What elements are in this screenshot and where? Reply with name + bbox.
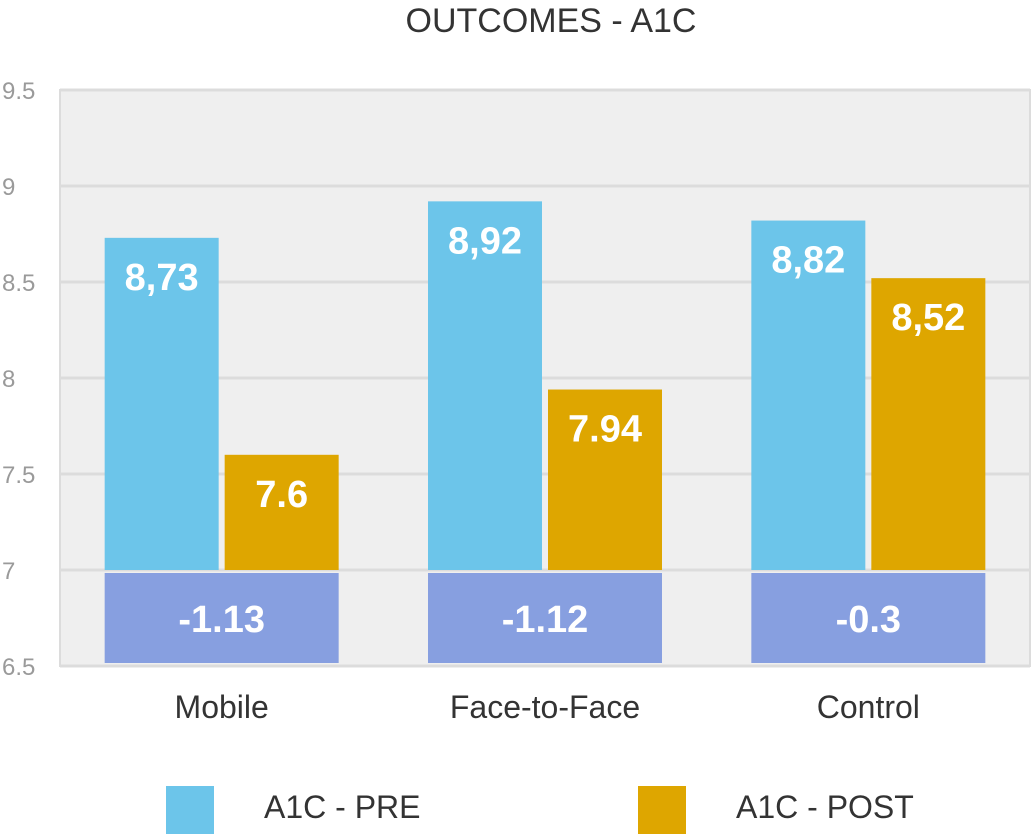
gridlines <box>60 88 1030 668</box>
bar-value-label: 8,92 <box>448 220 522 262</box>
y-tick-label: 9 <box>2 174 15 201</box>
chart-title: OUTCOMES - A1C <box>406 2 697 40</box>
bar-change <box>104 573 339 663</box>
y-tick-label: 7.5 <box>2 462 35 489</box>
change-value-label: -1.13 <box>178 599 265 641</box>
change-value-label: -0.3 <box>836 599 901 641</box>
bar-value-label: 8,82 <box>771 240 845 282</box>
x-category-label: Mobile <box>175 689 269 725</box>
bar-change <box>751 573 986 663</box>
legend-label: A1C - POST <box>736 789 914 825</box>
y-tick-label: 8 <box>2 366 15 393</box>
legend-swatch <box>638 786 686 834</box>
bar-value-label: 7.94 <box>568 409 642 451</box>
change-value-label: -1.12 <box>502 599 589 641</box>
bar-value-label: 8,52 <box>891 297 965 339</box>
x-category-label: Face-to-Face <box>450 689 640 725</box>
y-tick-label: 9.5 <box>2 78 35 105</box>
bar-post <box>548 389 662 570</box>
bar-change <box>428 573 662 663</box>
labels: 6.5 7 7.5 8 8.5 9 9.5 8,73 7.6 -1.13 Mobile 8,92 7.9… <box>2 78 965 725</box>
y-tick-label: 7 <box>2 558 15 585</box>
legend: A1C - PRE A1C - POST <box>166 786 914 834</box>
bar-pre <box>751 220 866 570</box>
bar-pre <box>428 201 542 571</box>
bar-post <box>224 454 339 570</box>
x-category-label: Control <box>817 689 920 725</box>
legend-label: A1C - PRE <box>264 789 420 825</box>
bar-value-label: 7.6 <box>255 474 308 516</box>
bar-pre <box>104 237 219 570</box>
bars <box>104 201 986 663</box>
legend-swatch <box>166 786 214 834</box>
bar-value-label: 8,73 <box>125 257 199 299</box>
y-tick-label: 8.5 <box>2 270 35 297</box>
y-tick-label: 6.5 <box>2 654 35 681</box>
bar-post <box>871 278 986 570</box>
